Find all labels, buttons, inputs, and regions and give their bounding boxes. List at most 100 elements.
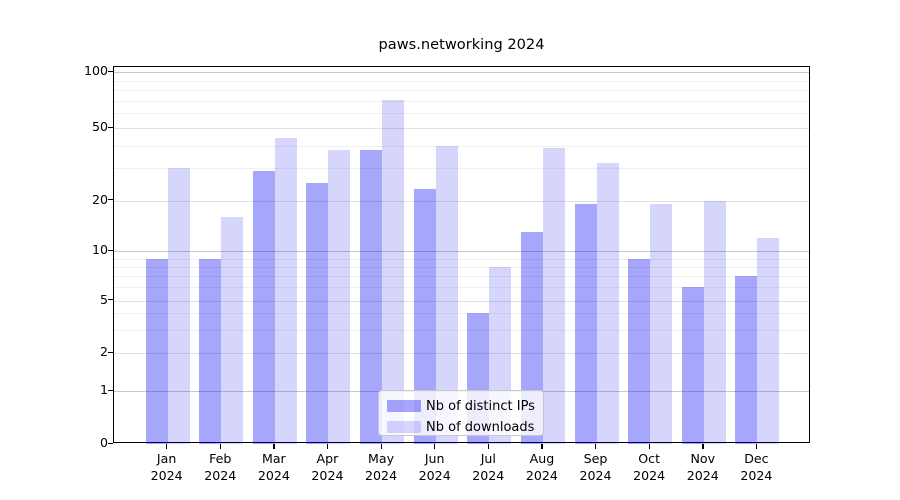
x-tick-mark-may bbox=[380, 444, 382, 449]
legend-item-distinct-ips: Nb of distinct IPs bbox=[387, 398, 539, 414]
x-tick-label-jan: Jan 2024 bbox=[127, 451, 207, 484]
bar-downloads-mar bbox=[274, 138, 297, 444]
bar-downloads-jan bbox=[167, 168, 190, 444]
x-tick-label-month: May bbox=[368, 451, 395, 466]
y-tick-label-100: 100 bbox=[83, 63, 108, 78]
x-tick-label-month: Feb bbox=[209, 451, 232, 466]
bar-distinct-ips-mar bbox=[252, 171, 275, 444]
x-tick-label-aug: Aug 2024 bbox=[502, 451, 582, 484]
gridline-20 bbox=[114, 200, 809, 202]
x-tick-label-dec: Dec 2024 bbox=[716, 451, 796, 484]
x-tick-label-year: 2024 bbox=[204, 467, 237, 483]
x-tick-label-month: Oct bbox=[638, 451, 661, 466]
bar-distinct-ips-jan bbox=[145, 258, 168, 444]
gridline-50 bbox=[114, 128, 809, 129]
x-tick-mark-feb bbox=[219, 444, 222, 449]
legend-swatch-downloads bbox=[387, 421, 421, 433]
x-tick-label-year: 2024 bbox=[418, 467, 451, 483]
x-tick-mark-nov bbox=[702, 444, 704, 449]
x-tick-label-year: 2024 bbox=[311, 467, 344, 483]
x-tick-label-year: 2024 bbox=[525, 467, 558, 483]
y-tick-label-0: 0 bbox=[99, 435, 108, 450]
y-tick-label-50: 50 bbox=[91, 119, 108, 134]
x-tick-label-month: Mar bbox=[261, 451, 286, 466]
x-tick-mark-mar bbox=[273, 444, 275, 449]
x-tick-label-year: 2024 bbox=[257, 467, 290, 483]
gridline-minor-30 bbox=[114, 168, 809, 170]
y-tick-mark-2 bbox=[108, 351, 113, 353]
bar-distinct-ips-apr bbox=[306, 182, 329, 444]
legend-label-distinct-ips: Nb of distinct IPs bbox=[426, 398, 535, 414]
gridline-5 bbox=[114, 300, 809, 302]
x-tick-mark-dec bbox=[755, 444, 758, 449]
bar-downloads-apr bbox=[328, 149, 351, 444]
gridline-minor-3 bbox=[114, 329, 809, 331]
x-tick-label-year: 2024 bbox=[150, 467, 183, 483]
bar-downloads-nov bbox=[703, 200, 726, 444]
gridline-minor-80 bbox=[114, 90, 809, 92]
x-tick-mark-jan bbox=[166, 444, 168, 449]
x-tick-label-feb: Feb 2024 bbox=[180, 451, 260, 484]
y-tick-mark-0 bbox=[108, 442, 113, 444]
bar-distinct-ips-feb bbox=[199, 258, 222, 444]
gridline-minor-4 bbox=[114, 313, 809, 315]
gridline-100 bbox=[114, 72, 809, 73]
x-tick-label-jul: Jul 2024 bbox=[448, 451, 528, 484]
x-tick-label-oct: Oct 2024 bbox=[609, 451, 689, 484]
x-tick-label-mar: Mar 2024 bbox=[234, 451, 314, 484]
gridline-minor-70 bbox=[114, 100, 809, 102]
x-tick-mark-oct bbox=[648, 444, 650, 449]
y-tick-mark-5 bbox=[108, 299, 113, 301]
bar-downloads-feb bbox=[221, 216, 244, 444]
bar-downloads-oct bbox=[650, 204, 673, 444]
bar-distinct-ips-may bbox=[360, 149, 383, 444]
x-tick-label-jun: Jun 2024 bbox=[395, 451, 475, 484]
y-tick-label-1: 1 bbox=[99, 382, 108, 397]
y-tick-mark-1 bbox=[108, 389, 113, 391]
x-tick-label-sep: Sep 2024 bbox=[556, 451, 636, 484]
gridline-minor-40 bbox=[114, 145, 809, 147]
x-tick-label-nov: Nov 2024 bbox=[663, 451, 743, 484]
x-tick-mark-sep bbox=[595, 444, 597, 449]
y-tick-label-5: 5 bbox=[99, 291, 108, 307]
x-tick-label-month: Jul bbox=[480, 451, 496, 466]
x-tick-label-month: Dec bbox=[744, 451, 769, 466]
legend: Nb of distinct IPs Nb of downloads bbox=[378, 390, 544, 436]
bar-distinct-ips-nov bbox=[681, 287, 704, 444]
y-tick-label-20: 20 bbox=[91, 191, 108, 207]
legend-label-downloads: Nb of downloads bbox=[426, 419, 535, 435]
bar-distinct-ips-jun bbox=[413, 189, 436, 444]
gridline-minor-6 bbox=[114, 287, 809, 289]
gridline-minor-7 bbox=[114, 276, 809, 278]
x-tick-label-month: Sep bbox=[583, 451, 608, 466]
x-tick-label-month: Apr bbox=[316, 451, 339, 466]
bar-distinct-ips-dec bbox=[735, 276, 758, 444]
x-tick-label-month: Nov bbox=[690, 451, 716, 466]
x-tick-mark-jul bbox=[487, 444, 490, 449]
y-tick-mark-50 bbox=[108, 126, 113, 128]
chart-title: paws.networking 2024 bbox=[378, 36, 545, 53]
bar-downloads-sep bbox=[596, 163, 619, 444]
y-tick-mark-10 bbox=[108, 249, 113, 251]
x-tick-mark-apr bbox=[326, 444, 329, 449]
x-tick-mark-aug bbox=[541, 444, 543, 449]
gridline-10 bbox=[114, 251, 809, 252]
y-tick-mark-100 bbox=[108, 70, 113, 72]
bar-distinct-ips-sep bbox=[574, 204, 597, 444]
bar-downloads-dec bbox=[757, 237, 780, 444]
y-tick-label-2: 2 bbox=[99, 344, 108, 359]
legend-item-downloads: Nb of downloads bbox=[387, 419, 539, 435]
x-tick-label-year: 2024 bbox=[579, 467, 612, 483]
x-tick-label-year: 2024 bbox=[472, 467, 505, 483]
gridline-2 bbox=[114, 353, 809, 354]
x-tick-mark-jun bbox=[434, 444, 436, 449]
x-tick-label-year: 2024 bbox=[365, 467, 398, 483]
legend-swatch-distinct-ips bbox=[387, 400, 421, 412]
gridline-minor-9 bbox=[114, 258, 809, 260]
y-tick-label-10: 10 bbox=[91, 242, 108, 257]
x-tick-label-month: Aug bbox=[529, 451, 555, 466]
bar-distinct-ips-oct bbox=[628, 258, 651, 444]
x-tick-label-year: 2024 bbox=[633, 467, 666, 483]
x-tick-label-apr: Apr 2024 bbox=[287, 451, 367, 484]
